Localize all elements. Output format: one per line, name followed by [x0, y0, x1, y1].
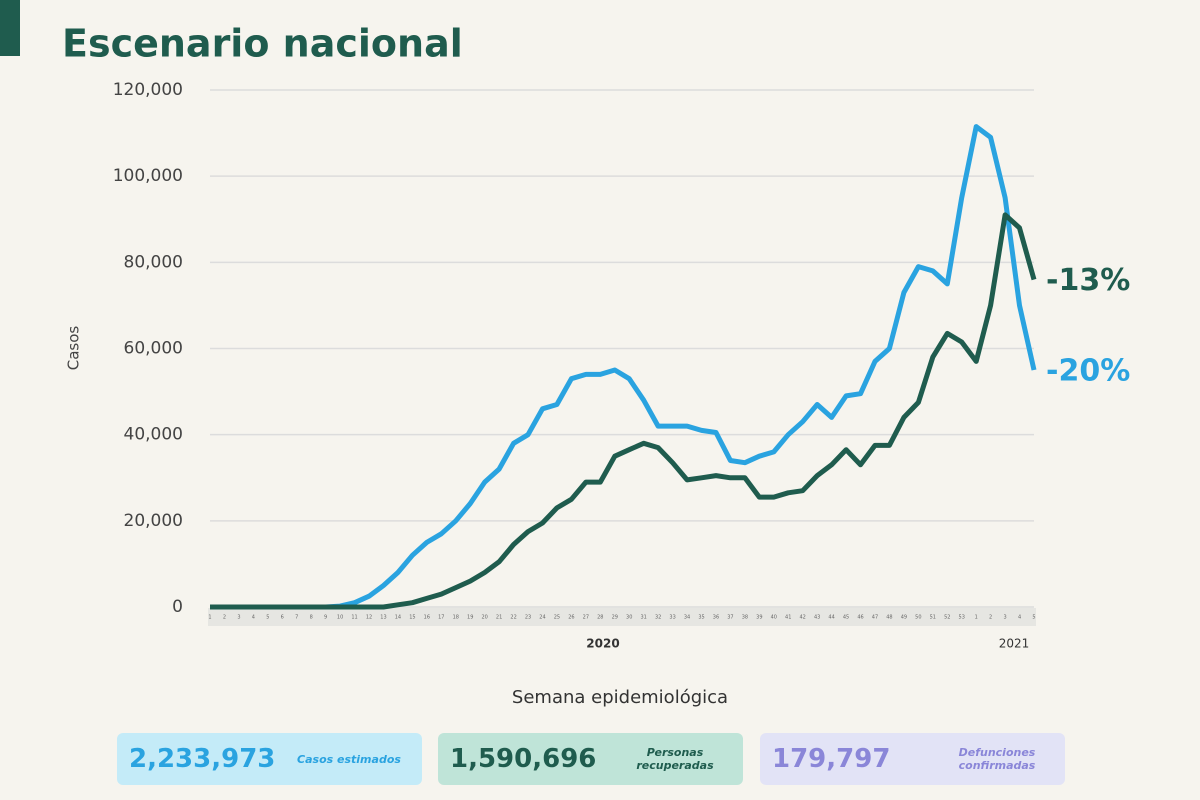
y-tick-label: 100,000	[113, 166, 183, 186]
summary-label: Casos estimados	[297, 752, 401, 766]
x-tick-label: 37	[727, 615, 733, 621]
x-tick-label: 47	[872, 615, 878, 621]
x-tick-label: 13	[380, 615, 386, 621]
x-tick-label: 2	[989, 615, 992, 621]
x-tick-label: 12	[366, 615, 372, 621]
x-tick-label: 17	[438, 615, 444, 621]
corner-bar	[0, 0, 20, 56]
x-tick-label: 16	[424, 615, 430, 621]
series-line	[210, 124, 1037, 610]
x-tick-label: 4	[252, 615, 255, 621]
series-line	[210, 212, 1037, 610]
x-tick-label: 15	[409, 615, 415, 621]
summary-box: 179,797 Defunciones confirmadas	[760, 733, 1065, 785]
x-tick-label: 1	[975, 615, 978, 621]
x-tick-label: 39	[756, 615, 762, 621]
x-tick-label: 42	[800, 615, 806, 621]
summary-label: Defunciones confirmadas	[958, 746, 1036, 772]
x-tick-label: 6	[281, 615, 284, 621]
x-tick-label: 29	[612, 615, 618, 621]
x-tick-label: 24	[539, 615, 545, 621]
x-tick-label: 22	[510, 615, 516, 621]
x-tick-label: 14	[395, 615, 401, 621]
x-tick-label: 45	[843, 615, 849, 621]
summary-box: 2,233,973 Casos estimados	[117, 733, 422, 785]
x-tick-label: 41	[785, 615, 791, 621]
x-tick-label: 2	[223, 615, 226, 621]
x-tick-label: 34	[684, 615, 690, 621]
end-label: -13%	[1046, 263, 1130, 298]
x-tick-label: 21	[496, 615, 502, 621]
x-tick-label: 30	[626, 615, 632, 621]
x-tick-label: 5	[1032, 615, 1035, 621]
x-tick-label: 23	[525, 615, 531, 621]
x-tick-label: 27	[583, 615, 589, 621]
x-tick-label: 7	[295, 615, 298, 621]
x-tick-label: 3	[1003, 615, 1006, 621]
chart: Escenario nacional Casos Semana epidemio…	[0, 0, 1130, 708]
x-tick-label: 51	[930, 615, 936, 621]
x-tick-label: 49	[901, 615, 907, 621]
x-tick-label: 20	[481, 615, 487, 621]
summary-box: 1,590,696 Personas recuperadas	[438, 733, 743, 785]
y-axis-label: Casos	[65, 326, 83, 371]
x-tick-label: 19	[467, 615, 473, 621]
x-tick-label: 52	[944, 615, 950, 621]
x-tick-label: 18	[453, 615, 459, 621]
x-tick-label: 8	[310, 615, 313, 621]
x-tick-label: 9	[324, 615, 327, 621]
y-tick-label: 120,000	[113, 80, 183, 100]
x-tick-label: 1	[208, 615, 211, 621]
x-tick-label: 48	[886, 615, 892, 621]
x-tick-label: 33	[669, 615, 675, 621]
end-label: -20%	[1046, 354, 1130, 389]
x-tick-label: 40	[771, 615, 777, 621]
x-tick-label: 10	[337, 615, 343, 621]
x-tick-label: 35	[698, 615, 704, 621]
x-tick-label: 36	[713, 615, 719, 621]
summary-value: 1,590,696	[450, 744, 597, 774]
x-tick-label: 25	[554, 615, 560, 621]
x-tick-label: 50	[915, 615, 921, 621]
x-tick-label: 5	[266, 615, 269, 621]
x-tick-label: 31	[640, 615, 646, 621]
x-tick-label: 38	[742, 615, 748, 621]
x-tick-label: 28	[597, 615, 603, 621]
year-label: 2021	[999, 637, 1030, 651]
x-tick-label: 11	[351, 615, 357, 621]
y-tick-label: 0	[172, 597, 183, 617]
y-tick-label: 80,000	[124, 252, 183, 272]
x-tick-label: 4	[1018, 615, 1021, 621]
year-label: 2020	[586, 637, 619, 651]
x-tick-label: 26	[568, 615, 574, 621]
summary-value: 2,233,973	[129, 744, 276, 774]
x-tick-label: 3	[237, 615, 240, 621]
x-tick-label: 53	[959, 615, 965, 621]
x-tick-label: 43	[814, 615, 820, 621]
x-tick-label: 44	[828, 615, 834, 621]
x-tick-label: 32	[655, 615, 661, 621]
chart-title: Escenario nacional	[62, 22, 463, 66]
summary-value: 179,797	[772, 744, 891, 774]
y-tick-label: 60,000	[124, 339, 183, 359]
summary-label: Personas recuperadas	[636, 746, 714, 772]
y-tick-label: 20,000	[124, 511, 183, 531]
x-tick-label: 46	[857, 615, 863, 621]
y-tick-label: 40,000	[124, 425, 183, 445]
x-axis-strip	[208, 608, 1036, 626]
x-axis-label: Semana epidemiológica	[512, 687, 728, 708]
